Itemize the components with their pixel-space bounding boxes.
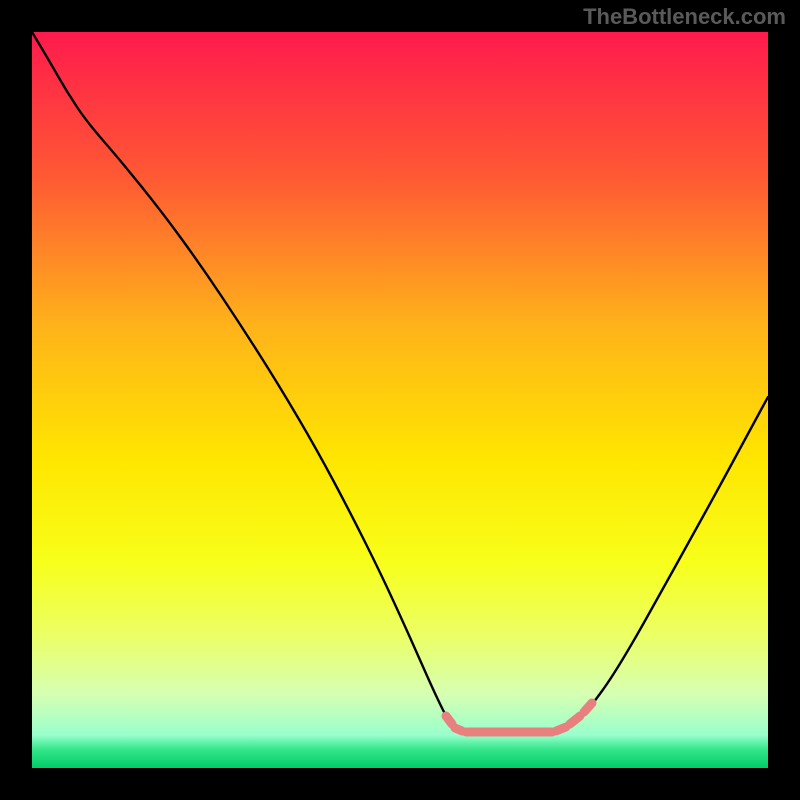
optimal-zone-segment: [584, 703, 592, 712]
watermark-text: TheBottleneck.com: [583, 4, 786, 30]
curve-layer: [32, 32, 768, 768]
optimal-zone-segment: [556, 727, 566, 731]
optimal-zone-segment: [455, 728, 462, 731]
bottleneck-curve: [32, 32, 768, 732]
plot-area: [32, 32, 768, 768]
optimal-zone-segment: [446, 716, 452, 724]
optimal-zone-segment: [570, 716, 580, 724]
optimal-zone-highlight: [446, 703, 592, 732]
